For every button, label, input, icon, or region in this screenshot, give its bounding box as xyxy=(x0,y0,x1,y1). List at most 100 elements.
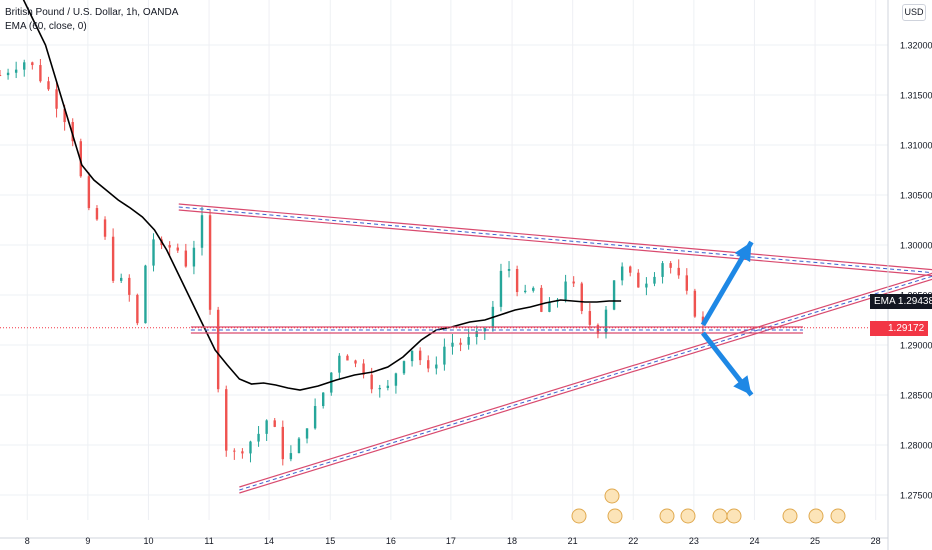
x-tick-label: 21 xyxy=(568,536,578,546)
candle-body xyxy=(338,355,341,373)
candle-body xyxy=(596,324,600,334)
candle-body xyxy=(330,372,333,393)
candle-body xyxy=(14,69,18,73)
last-price-tag: 1.29172 xyxy=(870,320,929,336)
symbol-title[interactable]: British Pound / U.S. Dollar, 1h, OANDA xyxy=(5,7,179,18)
candle-body xyxy=(297,438,301,454)
event-marker xyxy=(571,508,587,524)
drawings xyxy=(0,203,932,494)
event-marker xyxy=(680,508,696,524)
candle-body xyxy=(515,269,519,293)
y-tick-label: 1.28000 xyxy=(900,441,932,451)
candle-body xyxy=(418,350,422,361)
event-marker xyxy=(712,508,728,524)
candle-body xyxy=(572,281,575,284)
candle-body xyxy=(120,277,123,281)
currency-button[interactable]: USD xyxy=(902,4,926,21)
candle-body xyxy=(435,364,438,369)
candle-body xyxy=(451,342,454,347)
candle-body xyxy=(443,346,446,365)
candle-body xyxy=(216,309,220,390)
candle-body xyxy=(507,269,511,271)
upper-trendline-edge xyxy=(178,203,932,271)
candle-body xyxy=(322,392,325,407)
x-tick-label: 24 xyxy=(749,536,759,546)
upper-trendline-edge xyxy=(178,209,932,277)
candle-body xyxy=(427,360,430,369)
ema-layer xyxy=(22,0,622,391)
candle-body xyxy=(524,290,527,293)
x-tick-label: 23 xyxy=(689,536,699,546)
candle-body xyxy=(176,247,179,251)
candle-body xyxy=(604,309,608,334)
arrow-up-head xyxy=(734,242,752,263)
indicator-label[interactable]: EMA (60, close, 0) xyxy=(5,21,87,32)
ema-tag-value: 1.29438 xyxy=(897,296,932,308)
x-tick-label: 16 xyxy=(386,536,396,546)
candle-body xyxy=(23,62,26,70)
candle-body xyxy=(402,361,406,374)
x-tick-label: 15 xyxy=(325,536,335,546)
candle-body xyxy=(637,272,640,288)
x-tick-label: 9 xyxy=(85,536,90,546)
event-marker xyxy=(782,508,798,524)
candle-body xyxy=(249,441,252,454)
candle-body xyxy=(685,275,688,291)
event-marker xyxy=(659,508,675,524)
x-tick-label: 25 xyxy=(810,536,820,546)
candles xyxy=(0,59,705,466)
candle-body xyxy=(580,283,583,312)
y-tick-label: 1.31500 xyxy=(900,91,932,101)
candle-body xyxy=(111,236,115,281)
candle-body xyxy=(225,389,228,451)
candle-body xyxy=(532,287,535,291)
candle-body xyxy=(241,451,244,454)
y-tick-label: 1.30000 xyxy=(900,241,932,251)
candle-body xyxy=(208,215,212,310)
x-tick-label: 17 xyxy=(446,536,456,546)
lower-trendline-center xyxy=(239,275,932,491)
x-tick-label: 14 xyxy=(264,536,274,546)
candle-body xyxy=(410,350,414,362)
candle-body xyxy=(103,219,107,237)
candle-body xyxy=(55,89,58,109)
candle-body xyxy=(548,301,551,312)
legend: British Pound / U.S. Dollar, 1h, OANDA E… xyxy=(5,6,178,34)
candle-body xyxy=(386,385,390,388)
candle-body xyxy=(136,294,139,324)
candle-body xyxy=(265,420,268,434)
y-tick-label: 1.32000 xyxy=(900,41,932,51)
economic-events xyxy=(571,488,846,524)
x-tick-label: 8 xyxy=(25,536,30,546)
candle-body xyxy=(192,247,196,267)
y-tick-label: 1.27500 xyxy=(900,491,932,501)
candle-body xyxy=(281,426,284,460)
candle-body xyxy=(95,208,99,220)
candle-body xyxy=(540,287,543,312)
y-tick-label: 1.31000 xyxy=(900,141,932,151)
candle-body xyxy=(0,75,2,76)
candle-body xyxy=(144,265,147,324)
candle-body xyxy=(200,215,204,248)
last-price-value: 1.29172 xyxy=(888,322,925,334)
candle-body xyxy=(467,336,470,345)
candle-body xyxy=(273,420,276,427)
x-tick-label: 18 xyxy=(507,536,517,546)
event-marker xyxy=(604,488,620,504)
candle-body xyxy=(168,245,171,248)
candle-body xyxy=(257,433,260,442)
candle-body xyxy=(653,276,656,284)
event-marker xyxy=(607,508,623,524)
candle-body xyxy=(677,267,680,276)
x-tick-label: 10 xyxy=(143,536,153,546)
candle-body xyxy=(63,108,66,123)
candle-body xyxy=(362,363,365,375)
candle-body xyxy=(483,328,486,332)
upper-trendline-center xyxy=(178,206,932,274)
candle-body xyxy=(378,387,381,390)
candle-body xyxy=(87,176,91,209)
candle-body xyxy=(475,331,478,337)
ema-line xyxy=(22,0,622,391)
